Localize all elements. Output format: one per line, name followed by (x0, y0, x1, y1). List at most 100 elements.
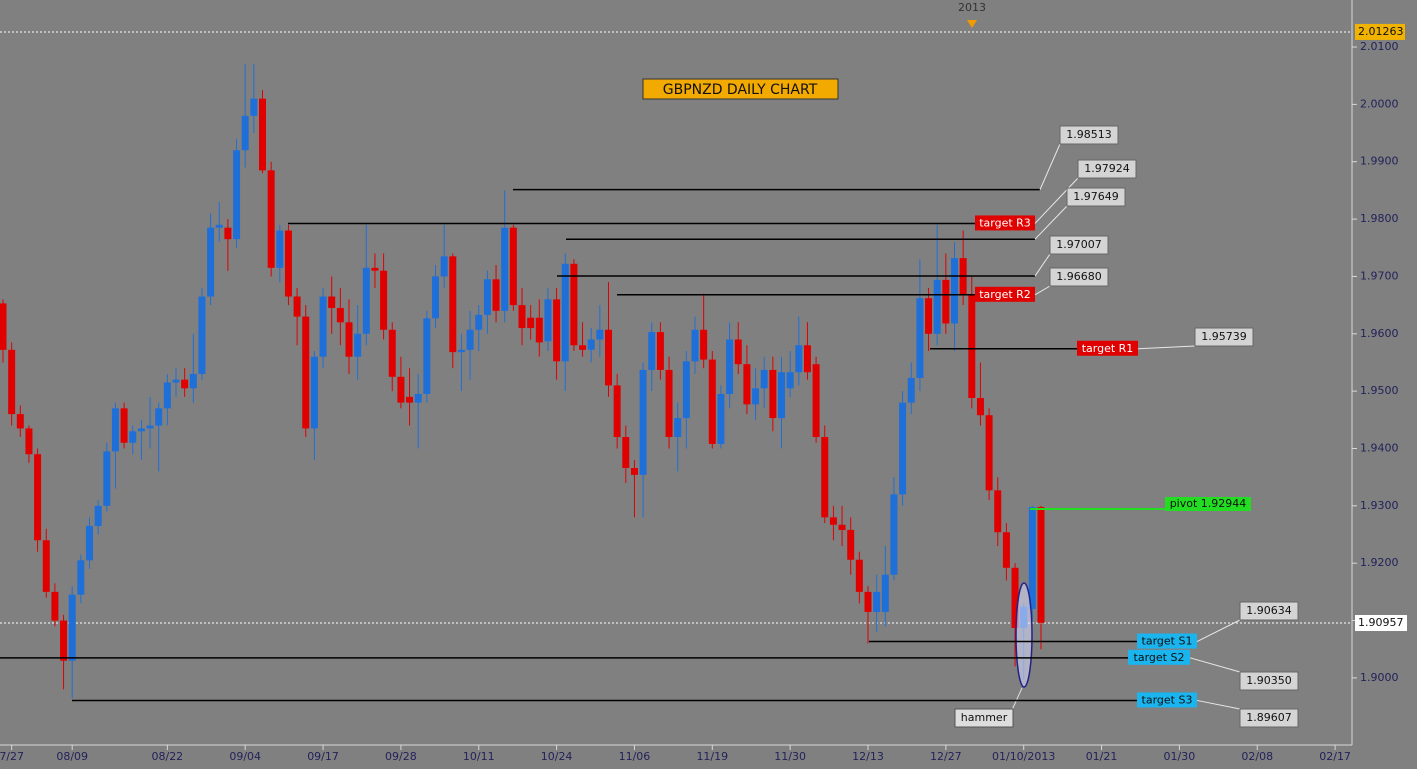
candle-body (760, 369, 768, 389)
y-tick-label: 1.9500 (1360, 384, 1399, 397)
candle-body (423, 318, 431, 395)
candle-body (189, 373, 197, 389)
candle-body (163, 382, 171, 409)
candle-body (293, 296, 301, 317)
level-label-box (1049, 267, 1109, 287)
target-label: target S3 (1142, 693, 1193, 706)
level-label-box (1239, 601, 1299, 621)
candle-body (803, 345, 811, 373)
x-tick-label: 01/10/2013 (992, 750, 1055, 763)
candle-body (457, 349, 465, 353)
candle-body (302, 316, 310, 429)
candle-body (509, 227, 517, 306)
candle-body (561, 263, 569, 362)
target-box (1137, 692, 1197, 708)
candle-body (111, 408, 119, 452)
candle-body (639, 369, 647, 475)
y-tick-label: 1.9800 (1360, 212, 1399, 225)
candle-body (605, 329, 612, 386)
x-tick-label: 11/19 (696, 750, 728, 763)
level-connector (1189, 657, 1241, 673)
y-tick-label: 1.9400 (1360, 441, 1399, 454)
current-price-box (1355, 615, 1407, 632)
candle-body (42, 540, 50, 592)
candle-body (829, 517, 837, 525)
target-label: target S1 (1142, 635, 1193, 648)
level-label-box (1059, 125, 1119, 145)
candle-body (812, 364, 820, 438)
target-box (975, 215, 1035, 231)
candle-body (25, 428, 33, 455)
high-price-label: 2.01263 (1358, 25, 1404, 38)
y-tick-label: 1.9300 (1360, 499, 1399, 512)
level-label-box (1066, 187, 1126, 207)
candle-body (86, 525, 93, 561)
candle-body (769, 369, 777, 419)
candle-body (864, 591, 872, 612)
candle-body (60, 620, 68, 661)
candle-body (630, 467, 638, 475)
candle-body (795, 345, 803, 373)
chart-title: GBPNZD DAILY CHART (663, 82, 818, 98)
candle-body (907, 377, 915, 403)
candle-body (518, 305, 526, 329)
level-label-box (1049, 235, 1109, 255)
candle-body (181, 379, 189, 389)
candle-body (752, 388, 760, 405)
candle-body (717, 394, 725, 444)
x-tick-label: 08/09 (56, 750, 88, 763)
x-tick-label: 09/04 (229, 750, 261, 763)
target-box (975, 286, 1035, 302)
candle-body (103, 451, 111, 506)
level-label: 1.97924 (1084, 162, 1130, 175)
candle-body (1028, 506, 1036, 610)
y-tick-label: 1.9900 (1360, 155, 1399, 168)
candle-body (674, 418, 682, 438)
candle-body (68, 594, 76, 661)
candle-body (172, 379, 180, 383)
candle-body (925, 298, 933, 334)
candle-body (94, 505, 102, 526)
candle-body (501, 227, 509, 311)
target-label: target R2 (979, 288, 1031, 301)
hammer-highlight (1015, 582, 1033, 688)
target-label: target R1 (1082, 342, 1134, 355)
level-label-box (1239, 708, 1299, 728)
annotation: hammer (961, 711, 1008, 724)
candle-body (916, 298, 924, 378)
candle-body (51, 591, 59, 621)
candle-body (224, 227, 232, 240)
level-label: 1.95739 (1201, 330, 1247, 343)
x-tick-label: 02/17 (1319, 750, 1351, 763)
level-label: 1.96680 (1056, 270, 1102, 283)
candle-body (155, 408, 163, 426)
level-connector (1137, 345, 1196, 350)
level-connector (1034, 205, 1068, 240)
level-label: 1.90350 (1246, 674, 1292, 687)
candle-body (613, 385, 621, 438)
x-tick-label: 09/28 (385, 750, 417, 763)
candle-body (483, 279, 491, 315)
candle-body (34, 454, 42, 541)
candle-body (873, 591, 881, 612)
candle-body (838, 524, 846, 530)
candle-body (259, 98, 266, 171)
candle-body (708, 359, 716, 444)
period-marker-arrow (967, 20, 977, 28)
hammer-box (954, 708, 1014, 728)
candle-body (336, 307, 344, 323)
candle-body (778, 372, 785, 419)
candle-body (354, 333, 362, 357)
candle-body (985, 415, 993, 491)
candle-body (968, 294, 976, 399)
level-connector (1034, 285, 1051, 296)
level-label-box (1077, 159, 1137, 179)
level-label: 1.97007 (1056, 238, 1102, 251)
candle-body (881, 574, 889, 612)
candle-body (0, 303, 7, 350)
x-tick-label: 10/11 (463, 750, 495, 763)
candle-body (8, 349, 16, 415)
